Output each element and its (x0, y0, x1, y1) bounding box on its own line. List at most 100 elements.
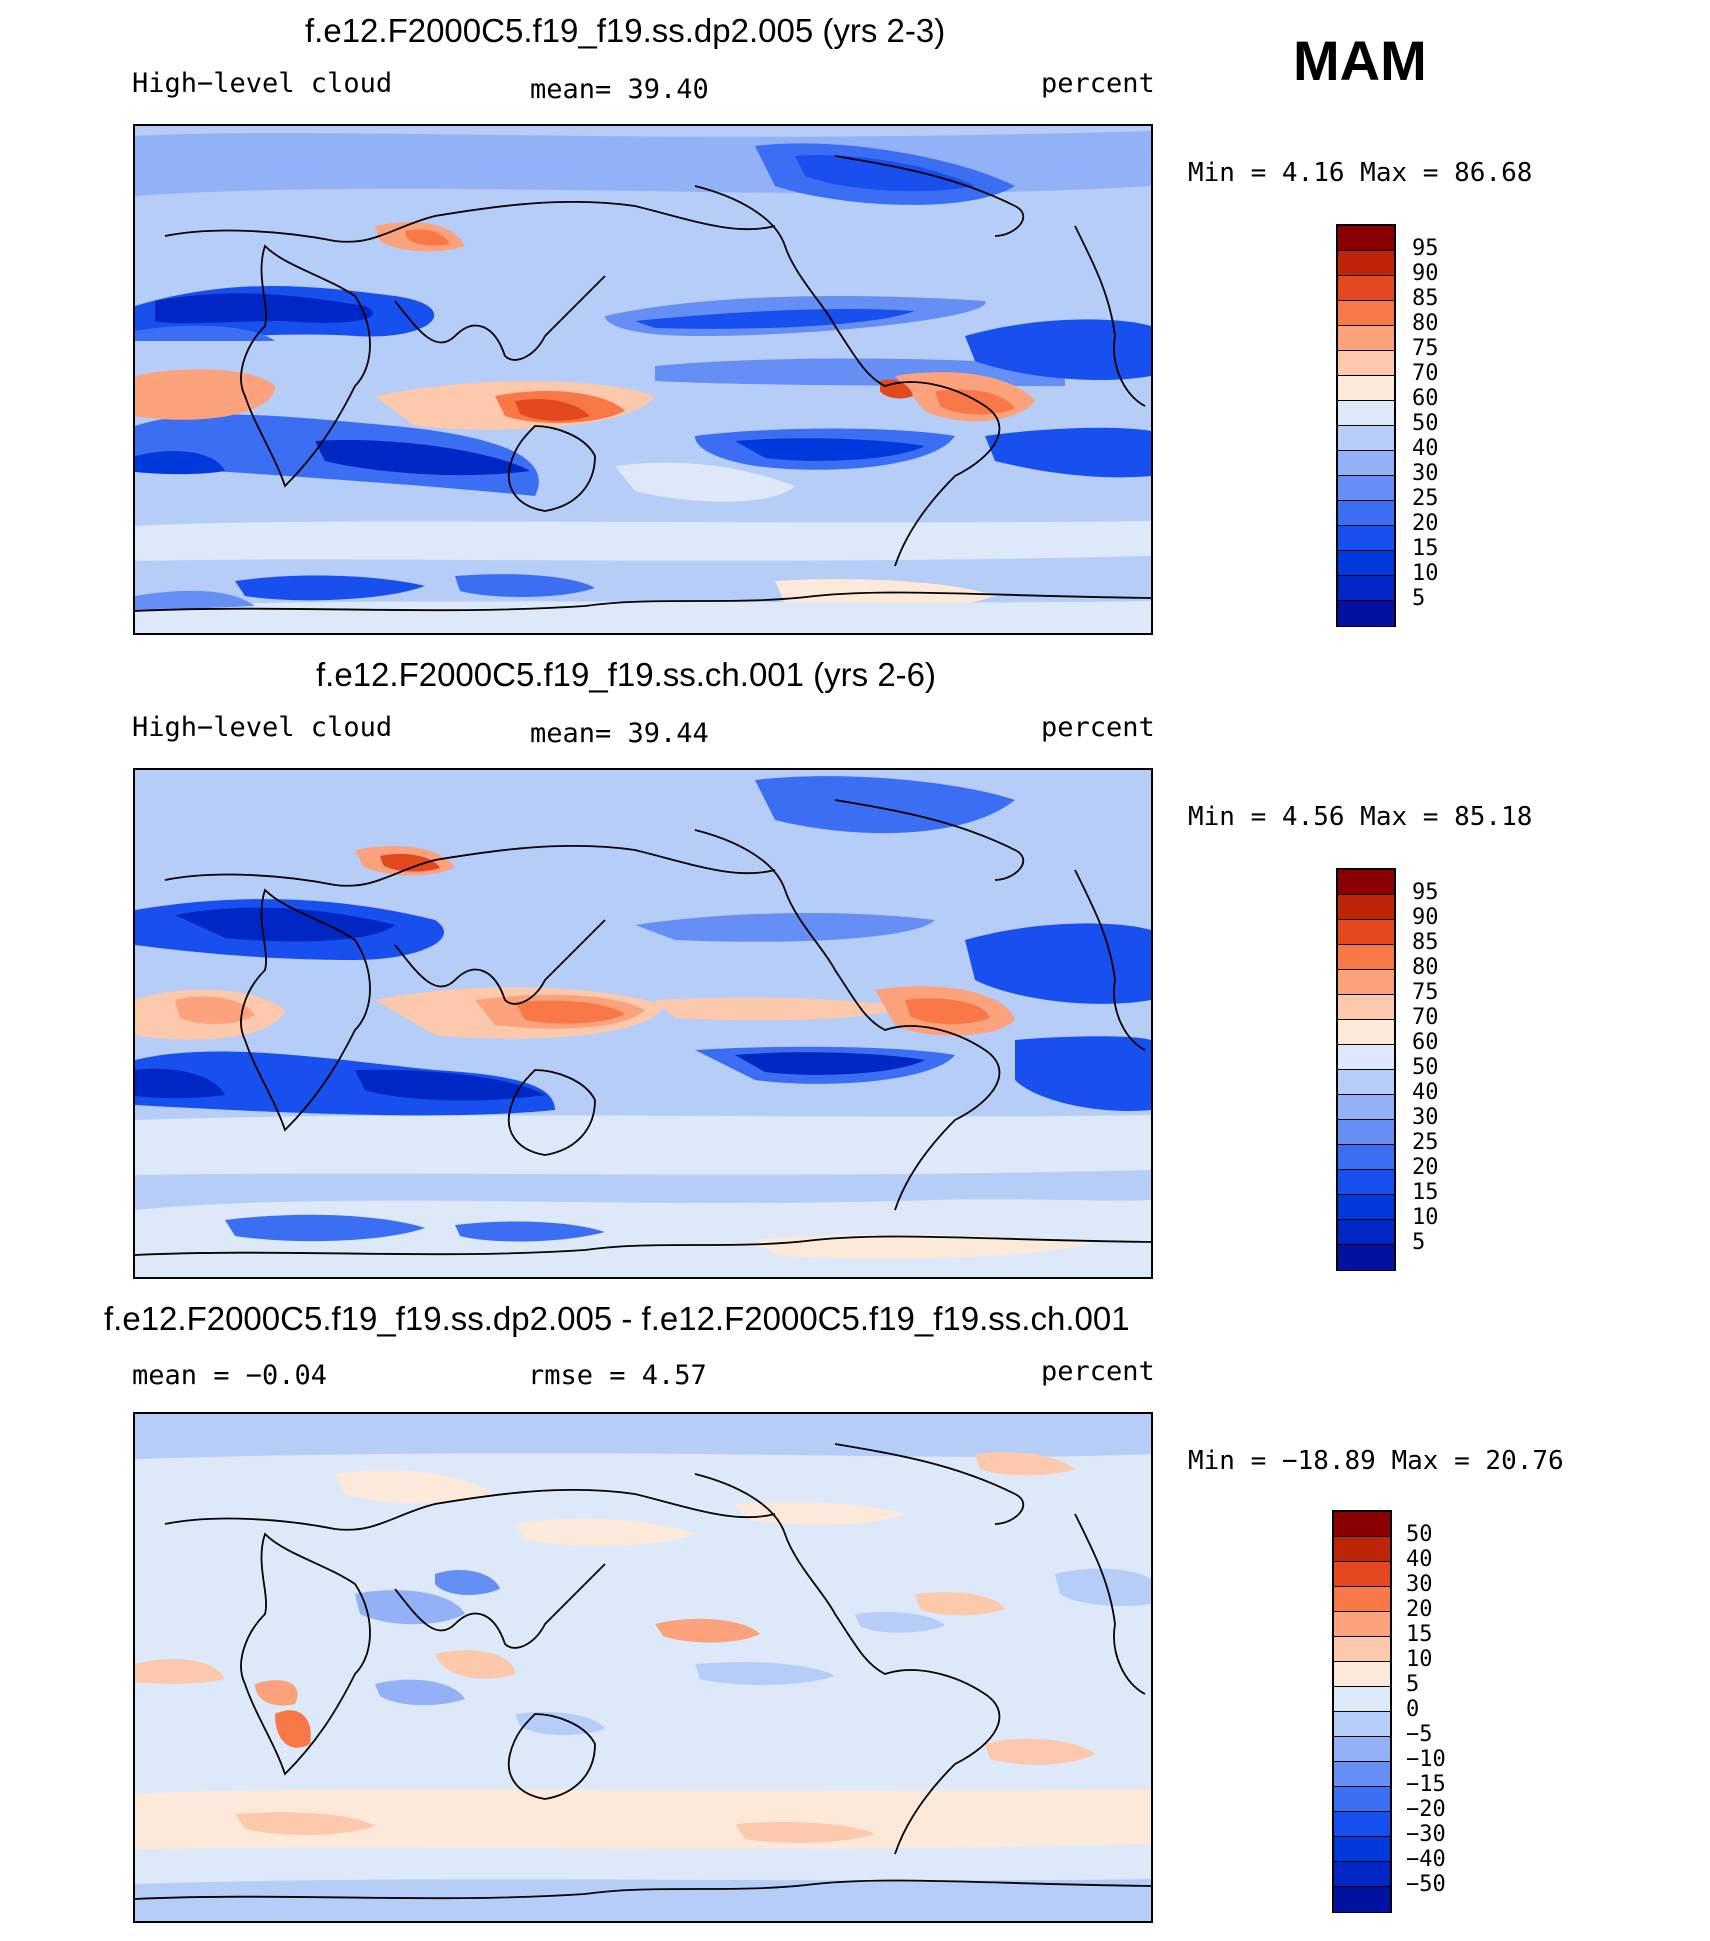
colorbar-tick-label: 85 (1412, 930, 1439, 955)
panel3-mean-label: mean = −0.04 (132, 1360, 328, 1391)
panel2-colorbar (1336, 868, 1396, 1271)
colorbar-tick-label: 15 (1412, 536, 1439, 561)
colorbar-swatch (1338, 1120, 1394, 1145)
colorbar-tick-label: 15 (1412, 1180, 1439, 1205)
colorbar-swatch (1338, 1245, 1394, 1270)
colorbar-tick-label: 10 (1406, 1647, 1433, 1672)
colorbar-swatch (1338, 1195, 1394, 1220)
panel2-title: f.e12.F2000C5.f19_f19.ss.ch.001 (yrs 2-6… (316, 656, 937, 693)
panel2-minmax: Min = 4.56 Max = 85.18 (1188, 802, 1533, 832)
colorbar-swatch (1334, 1812, 1390, 1837)
colorbar-tick-label: 10 (1412, 561, 1439, 586)
colorbar-tick-label: 95 (1412, 236, 1439, 261)
colorbar-swatch (1334, 1837, 1390, 1862)
panel1-map-field (135, 126, 1151, 633)
panel2-map-field (135, 770, 1151, 1277)
panel1-map (133, 124, 1153, 635)
panel3-map-field (135, 1414, 1151, 1921)
colorbar-swatch (1338, 1045, 1394, 1070)
colorbar-swatch (1338, 476, 1394, 501)
colorbar-swatch (1338, 870, 1394, 895)
panel2-variable-label: High−level cloud (132, 712, 393, 743)
colorbar-swatch (1338, 376, 1394, 401)
colorbar-tick-label: −20 (1406, 1797, 1446, 1822)
colorbar-tick-label: 0 (1406, 1697, 1420, 1722)
colorbar-swatch (1338, 576, 1394, 601)
season-label: MAM (1293, 29, 1427, 92)
panel1-variable-label: High−level cloud (132, 68, 393, 99)
panel3-colorbar-labels: 50 40 30 20 15 10 5 0 −5 −10 −15 −20 −30 −40 −50 (1406, 1522, 1446, 1897)
colorbar-swatch (1338, 1170, 1394, 1195)
panel3-map (133, 1412, 1153, 1923)
panel3-units-label: percent (1041, 1356, 1155, 1387)
colorbar-tick-label: −50 (1406, 1872, 1446, 1897)
colorbar-swatch (1338, 251, 1394, 276)
colorbar-swatch (1334, 1637, 1390, 1662)
colorbar-tick-label: 30 (1412, 461, 1439, 486)
panel1-mean-label: mean= 39.40 (530, 74, 709, 105)
colorbar-swatch (1338, 426, 1394, 451)
colorbar-swatch (1334, 1787, 1390, 1812)
colorbar-swatch (1338, 351, 1394, 376)
colorbar-swatch (1338, 945, 1394, 970)
colorbar-swatch (1338, 1020, 1394, 1045)
colorbar-swatch (1338, 970, 1394, 995)
colorbar-tick-label: 50 (1412, 411, 1439, 436)
colorbar-tick-label: −40 (1406, 1847, 1446, 1872)
colorbar-tick-label: 20 (1412, 511, 1439, 536)
panel1-minmax: Min = 4.16 Max = 86.68 (1188, 158, 1533, 188)
colorbar-swatch (1334, 1887, 1390, 1912)
colorbar-tick-label: 30 (1412, 1105, 1439, 1130)
colorbar-swatch (1338, 401, 1394, 426)
panel1-units-label: percent (1041, 68, 1155, 99)
colorbar-tick-label: 40 (1412, 1080, 1439, 1105)
colorbar-swatch (1338, 226, 1394, 251)
colorbar-tick-label: 15 (1406, 1622, 1433, 1647)
colorbar-swatch (1338, 301, 1394, 326)
colorbar-swatch (1334, 1862, 1390, 1887)
panel2-units-label: percent (1041, 712, 1155, 743)
colorbar-swatch (1338, 1220, 1394, 1245)
panel3-rmse-label: rmse = 4.57 (528, 1360, 707, 1391)
colorbar-tick-label: 30 (1406, 1572, 1433, 1597)
colorbar-swatch (1338, 451, 1394, 476)
colorbar-swatch (1338, 326, 1394, 351)
colorbar-swatch (1334, 1512, 1390, 1537)
colorbar-swatch (1334, 1762, 1390, 1787)
colorbar-tick-label: 25 (1412, 486, 1439, 511)
colorbar-tick-label: 40 (1412, 436, 1439, 461)
panel2-colorbar-labels: 95 90 85 80 75 70 60 50 40 30 25 20 15 10 5 (1412, 880, 1439, 1255)
colorbar-tick-label: 5 (1412, 586, 1426, 611)
colorbar-swatch (1338, 995, 1394, 1020)
colorbar-swatch (1338, 920, 1394, 945)
colorbar-tick-label: 90 (1412, 905, 1439, 930)
panel1-colorbar-labels: 95 90 85 80 75 70 60 50 40 30 25 20 15 10 5 (1412, 236, 1439, 611)
colorbar-tick-label: −10 (1406, 1747, 1446, 1772)
colorbar-swatch (1334, 1562, 1390, 1587)
colorbar-swatch (1338, 501, 1394, 526)
colorbar-tick-label: 50 (1412, 1055, 1439, 1080)
colorbar-swatch (1338, 895, 1394, 920)
colorbar-swatch (1334, 1737, 1390, 1762)
colorbar-tick-label: 40 (1406, 1547, 1433, 1572)
colorbar-swatch (1334, 1587, 1390, 1612)
colorbar-tick-label: 80 (1412, 955, 1439, 980)
colorbar-tick-label: 25 (1412, 1130, 1439, 1155)
colorbar-swatch (1338, 526, 1394, 551)
colorbar-tick-label: 70 (1412, 1005, 1439, 1030)
colorbar-tick-label: 90 (1412, 261, 1439, 286)
colorbar-tick-label: 50 (1406, 1522, 1433, 1547)
colorbar-tick-label: 60 (1412, 1030, 1439, 1055)
colorbar-swatch (1338, 551, 1394, 576)
panel2-map (133, 768, 1153, 1279)
colorbar-swatch (1338, 1070, 1394, 1095)
colorbar-tick-label: −30 (1406, 1822, 1446, 1847)
colorbar-tick-label: 5 (1406, 1672, 1420, 1697)
colorbar-swatch (1334, 1537, 1390, 1562)
colorbar-swatch (1334, 1712, 1390, 1737)
colorbar-tick-label: 20 (1412, 1155, 1439, 1180)
colorbar-tick-label: −15 (1406, 1772, 1446, 1797)
panel3-minmax: Min = −18.89 Max = 20.76 (1188, 1446, 1564, 1476)
colorbar-swatch (1334, 1612, 1390, 1637)
colorbar-tick-label: 10 (1412, 1205, 1439, 1230)
